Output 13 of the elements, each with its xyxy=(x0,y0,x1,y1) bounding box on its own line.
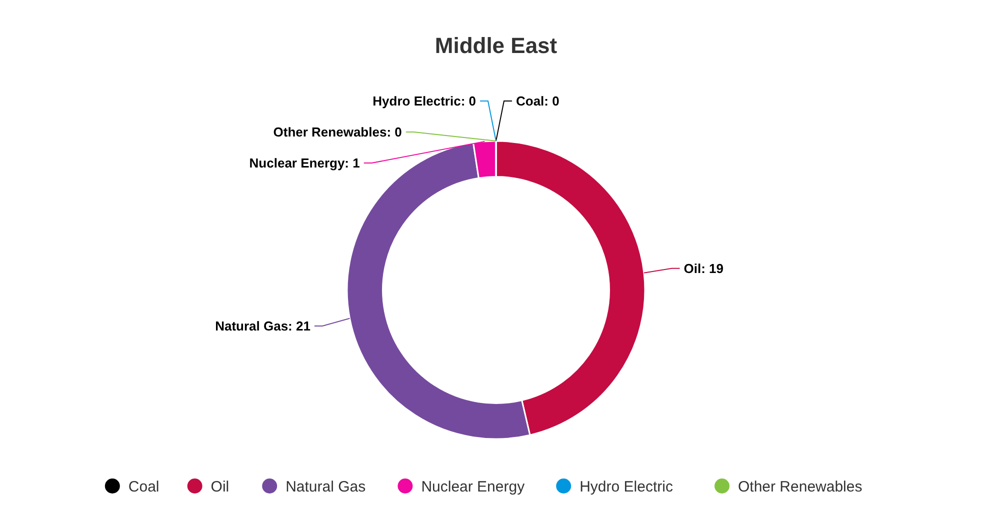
legend-label: Natural Gas xyxy=(286,478,366,496)
legend-label: Hydro Electric xyxy=(580,478,674,496)
legend-label: Nuclear Energy xyxy=(421,478,526,496)
text: Hydro Electric: 0 xyxy=(372,94,476,109)
legend-label: Other Renewables xyxy=(738,478,862,496)
legend-label: Coal xyxy=(128,478,160,496)
data-label: Natural Gas: 21 xyxy=(215,318,310,334)
legend-label: Oil xyxy=(210,478,230,496)
text: Other Renewables: 0 xyxy=(273,124,402,140)
text: Coal: 0 xyxy=(516,94,560,109)
data-label: Oil: 19 xyxy=(684,260,724,276)
data-label: Nuclear Energy: 1 xyxy=(249,156,360,171)
chart-title: Middle East xyxy=(434,33,558,58)
